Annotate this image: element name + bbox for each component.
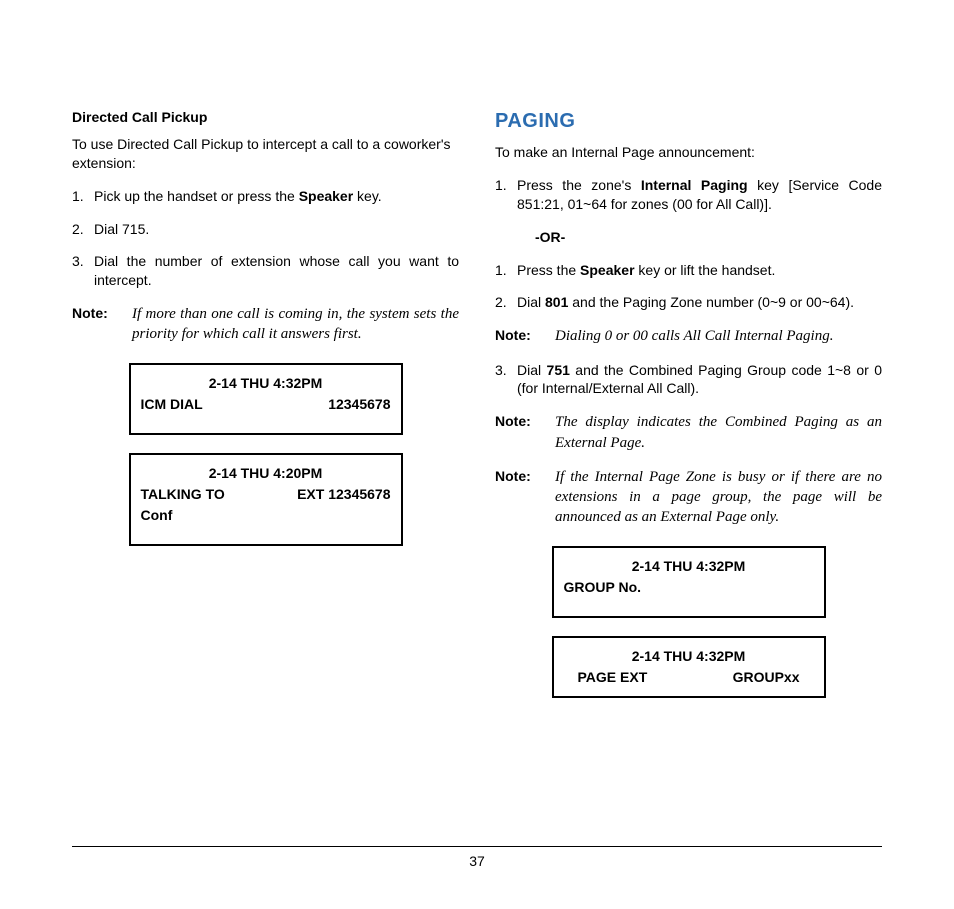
left-column: Directed Call Pickup To use Directed Cal…: [72, 108, 459, 716]
display-box-group-no: 2-14 THU 4:32PM GROUP No.: [552, 546, 826, 618]
step-text: Dial 751 and the Combined Paging Group c…: [517, 361, 882, 399]
right-step-2: 2. Dial 801 and the Paging Zone number (…: [495, 293, 882, 312]
page-content: Directed Call Pickup To use Directed Cal…: [0, 0, 954, 716]
display-datetime: 2-14 THU 4:20PM: [141, 463, 391, 484]
step-number: 2.: [72, 220, 94, 239]
step-number: 1.: [495, 261, 517, 280]
display-line: ICM DIAL 12345678: [141, 394, 391, 415]
step-text: Dial 801 and the Paging Zone number (0~9…: [517, 293, 882, 312]
display-line: PAGE EXT GROUPxx: [564, 667, 814, 688]
right-note-2: Note: The display indicates the Combined…: [495, 412, 882, 453]
subheading-directed-call-pickup: Directed Call Pickup: [72, 108, 459, 127]
page-footer: 37: [72, 846, 882, 869]
step-number: 3.: [72, 252, 94, 290]
note-text: If more than one call is coming in, the …: [132, 304, 459, 345]
note-label: Note:: [495, 467, 555, 528]
display-datetime: 2-14 THU 4:32PM: [564, 646, 814, 667]
note-text: The display indicates the Combined Pagin…: [555, 412, 882, 453]
display-line: TALKING TO EXT 12345678: [141, 484, 391, 505]
step-text: Dial the number of extension whose call …: [94, 252, 459, 290]
note-label: Note:: [72, 304, 132, 345]
step-text: Pick up the handset or press the Speaker…: [94, 187, 459, 206]
display-line: Conf: [141, 505, 391, 526]
left-note: Note: If more than one call is coming in…: [72, 304, 459, 345]
step-number: 3.: [495, 361, 517, 399]
step-number: 1.: [72, 187, 94, 206]
step-text: Press the zone's Internal Paging key [Se…: [517, 176, 882, 214]
left-step-3: 3. Dial the number of extension whose ca…: [72, 252, 459, 290]
right-note-3: Note: If the Internal Page Zone is busy …: [495, 467, 882, 528]
right-column: PAGING To make an Internal Page announce…: [495, 108, 882, 716]
display-box-icm-dial: 2-14 THU 4:32PM ICM DIAL 12345678: [129, 363, 403, 435]
right-step-3: 3. Dial 751 and the Combined Paging Grou…: [495, 361, 882, 399]
step-text: Press the Speaker key or lift the handse…: [517, 261, 882, 280]
or-separator: -OR-: [535, 228, 882, 247]
note-text: Dialing 0 or 00 calls All Call Internal …: [555, 326, 882, 346]
note-text: If the Internal Page Zone is busy or if …: [555, 467, 882, 528]
display-box-talking-to: 2-14 THU 4:20PM TALKING TO EXT 12345678 …: [129, 453, 403, 546]
right-note-1: Note: Dialing 0 or 00 calls All Call Int…: [495, 326, 882, 346]
step-number: 1.: [495, 176, 517, 214]
right-step-1: 1. Press the zone's Internal Paging key …: [495, 176, 882, 214]
display-box-page-ext: 2-14 THU 4:32PM PAGE EXT GROUPxx: [552, 636, 826, 698]
left-step-2: 2. Dial 715.: [72, 220, 459, 239]
step-text: Dial 715.: [94, 220, 459, 239]
display-line: GROUP No.: [564, 577, 814, 598]
display-datetime: 2-14 THU 4:32PM: [564, 556, 814, 577]
display-datetime: 2-14 THU 4:32PM: [141, 373, 391, 394]
page-number: 37: [72, 846, 882, 869]
right-intro: To make an Internal Page announcement:: [495, 143, 882, 162]
heading-paging: PAGING: [495, 108, 882, 135]
step-number: 2.: [495, 293, 517, 312]
note-label: Note:: [495, 326, 555, 346]
left-intro: To use Directed Call Pickup to intercept…: [72, 135, 459, 173]
right-step-1b: 1. Press the Speaker key or lift the han…: [495, 261, 882, 280]
note-label: Note:: [495, 412, 555, 453]
left-step-1: 1. Pick up the handset or press the Spea…: [72, 187, 459, 206]
